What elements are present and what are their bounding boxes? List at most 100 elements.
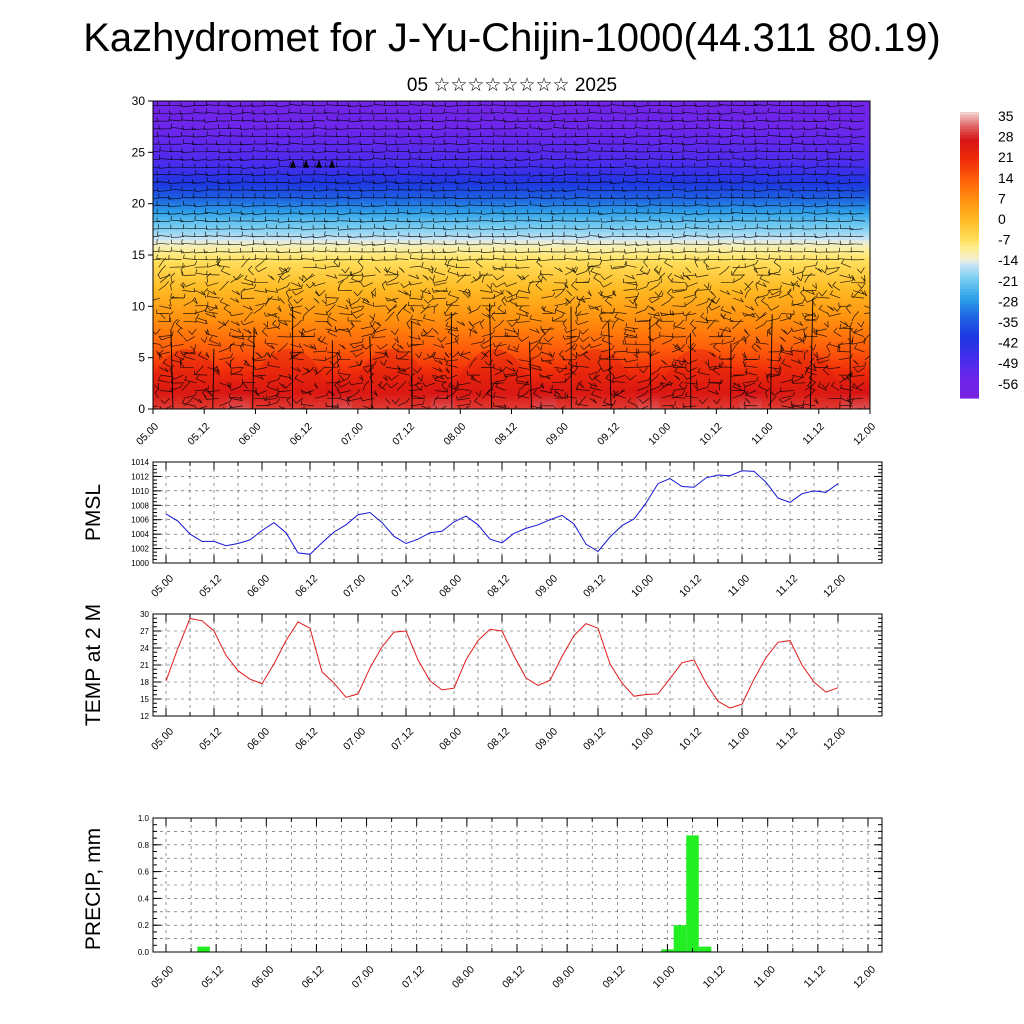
wind-barb — [253, 365, 268, 371]
wind-barb — [550, 210, 565, 215]
wind-barb — [671, 248, 686, 254]
wind-barb — [818, 290, 828, 297]
wind-barb — [325, 171, 340, 177]
wind-barb — [216, 261, 230, 268]
colorbar-swatch — [960, 189, 979, 193]
wind-barb — [290, 208, 304, 214]
wind-barb — [480, 363, 495, 368]
wind-barb-stack — [770, 314, 773, 409]
wind-barb — [492, 225, 506, 231]
wind-barb — [481, 329, 496, 337]
wind-barb — [229, 185, 243, 191]
wind-barb — [684, 359, 698, 365]
wind-barb — [766, 326, 773, 337]
wind-barb — [279, 274, 291, 281]
wind-barb — [205, 163, 220, 169]
wind-barb — [780, 232, 794, 238]
wind-barb — [434, 275, 449, 284]
wind-barb — [707, 102, 722, 107]
wind-barb — [337, 389, 351, 394]
wind-barb — [766, 328, 772, 335]
wind-barb — [539, 108, 553, 114]
wind-barb — [803, 117, 818, 123]
wind-barb — [494, 366, 507, 376]
wind-barb — [243, 360, 256, 368]
wind-barb — [790, 187, 805, 192]
heatmap-band — [153, 326, 870, 330]
wind-barb — [544, 336, 554, 343]
wind-barb — [493, 170, 507, 176]
wind-barb — [443, 193, 457, 199]
wind-barb — [493, 131, 507, 137]
wind-barb — [744, 233, 758, 239]
wind-barb — [622, 124, 636, 130]
wind-barb — [646, 255, 661, 261]
wind-barb — [826, 169, 841, 176]
wind-barb — [624, 274, 636, 280]
wind-barb — [348, 247, 363, 253]
wind-barb — [827, 282, 833, 289]
wind-barb — [493, 351, 507, 357]
wind-barb — [493, 139, 507, 145]
wind-barb — [383, 225, 397, 230]
wind-barb — [346, 395, 351, 407]
wind-barb — [431, 374, 445, 380]
heatmap-band — [153, 336, 870, 340]
wind-barb — [801, 312, 816, 318]
wind-barb — [191, 179, 206, 184]
wind-barb — [554, 288, 565, 299]
wind-barb — [275, 110, 290, 115]
wind-barb — [780, 239, 794, 245]
wind-barb — [730, 208, 744, 214]
wind-barb — [625, 280, 638, 286]
wind-barb — [671, 193, 686, 199]
wind-barb — [381, 280, 387, 291]
wind-barb — [421, 171, 436, 177]
wind-barb — [386, 162, 400, 168]
wind-barb — [824, 179, 839, 185]
wind-barb — [602, 290, 616, 299]
wind-barb — [708, 255, 722, 260]
wind-barb — [804, 290, 816, 296]
wind-barb — [338, 286, 352, 292]
wind-barb — [431, 117, 446, 123]
wind-barb — [159, 304, 172, 310]
wind-barb — [352, 313, 364, 319]
wind-barb — [264, 295, 273, 306]
wind-barb — [591, 390, 602, 399]
wind-barb — [278, 193, 292, 199]
wind-barb — [335, 162, 350, 168]
wind-barb — [516, 274, 526, 280]
wind-barb — [658, 218, 673, 223]
wind-barb — [802, 178, 816, 183]
wind-barb — [731, 215, 745, 222]
wind-barb — [493, 186, 507, 191]
wind-barb — [313, 169, 327, 176]
wind-barb — [468, 186, 482, 192]
wind-barb — [374, 267, 381, 273]
wind-barb — [600, 132, 615, 138]
wind-barb — [373, 390, 378, 397]
wind-barb — [444, 155, 459, 160]
surface-warm-cell — [761, 349, 842, 409]
wind-barb — [706, 316, 720, 322]
wind-barb — [554, 305, 566, 314]
wind-barb — [409, 154, 423, 160]
colorbar-swatch — [960, 126, 979, 130]
wind-barb — [192, 192, 206, 199]
wind-barb — [195, 374, 206, 384]
wind-barb — [433, 359, 443, 365]
wind-barb — [718, 202, 733, 207]
wind-barb — [384, 193, 398, 199]
wind-barb — [229, 328, 242, 334]
wind-barb — [159, 146, 173, 153]
colorbar-swatch — [960, 337, 979, 342]
wind-barb — [170, 123, 184, 130]
wind-barb — [206, 239, 220, 245]
wind-barb — [673, 319, 684, 330]
wind-barb — [157, 265, 166, 276]
wind-barb — [290, 319, 302, 330]
wind-barb — [325, 239, 339, 245]
colorbar-swatch — [960, 197, 979, 202]
wind-barb — [456, 140, 470, 145]
